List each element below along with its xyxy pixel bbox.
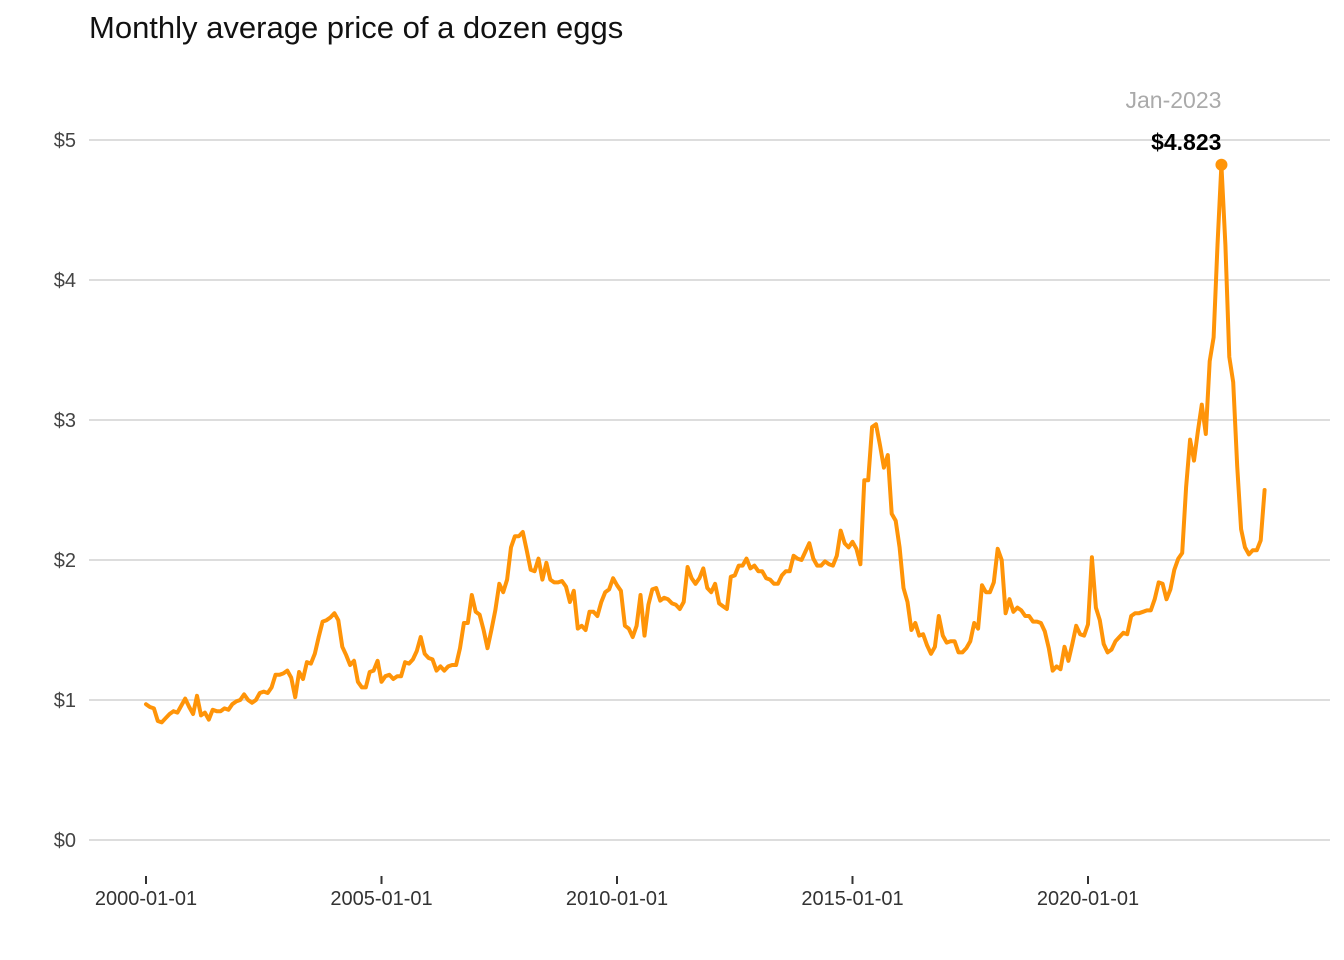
y-tick-label: $3 bbox=[54, 410, 76, 432]
y-tick-label: $1 bbox=[54, 690, 76, 712]
y-tick-label: $4 bbox=[54, 270, 76, 292]
peak-date-label: Jan-2023 bbox=[1126, 87, 1222, 113]
chart-title: Monthly average price of a dozen eggs bbox=[89, 10, 624, 45]
x-tick-label: 2000-01-01 bbox=[95, 888, 197, 910]
x-tick-label: 2010-01-01 bbox=[566, 888, 668, 910]
y-tick-label: $5 bbox=[54, 130, 76, 152]
y-tick-label: $2 bbox=[54, 550, 76, 572]
x-tick-label: 2020-01-01 bbox=[1037, 888, 1139, 910]
peak-annotation: Jan-2023 $4.823 bbox=[1126, 87, 1228, 171]
peak-value-label: $4.823 bbox=[1151, 129, 1221, 155]
peak-point bbox=[1215, 158, 1228, 171]
y-tick-label: $0 bbox=[54, 830, 76, 852]
gridlines bbox=[89, 139, 1330, 841]
y-axis-ticks: $0 $1 $2 $3 $4 $5 bbox=[54, 130, 76, 852]
series-line-group bbox=[144, 162, 1267, 725]
x-axis-ticks: 2000-01-01 2005-01-01 2010-01-01 2015-01-01… bbox=[95, 876, 1139, 910]
x-tick-label: 2005-01-01 bbox=[330, 888, 432, 910]
series-line bbox=[144, 162, 1267, 725]
x-tick-label: 2015-01-01 bbox=[801, 888, 903, 910]
